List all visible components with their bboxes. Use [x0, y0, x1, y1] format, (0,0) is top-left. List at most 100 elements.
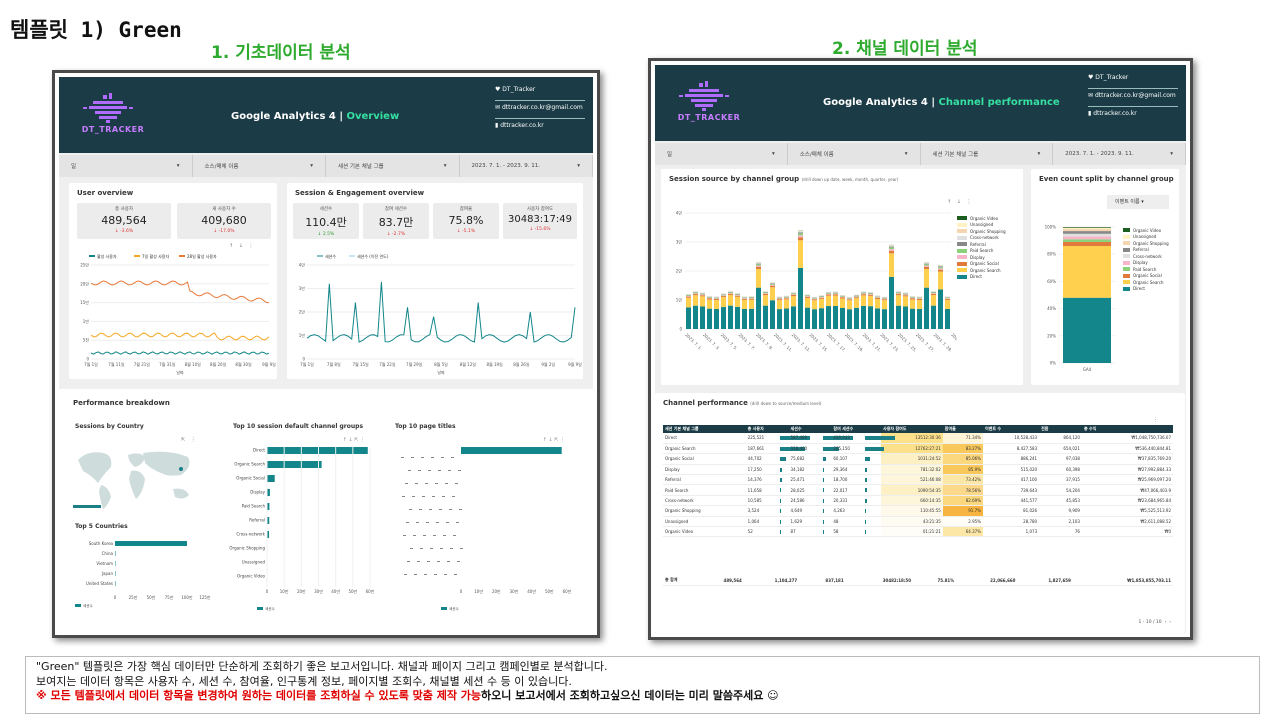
- y-tick: 5천: [83, 337, 90, 343]
- stack-segment: [840, 298, 845, 308]
- legend-swatch: [957, 261, 967, 266]
- table-cell: 12762:27:21: [881, 443, 943, 455]
- column-header[interactable]: 참여율: [942, 425, 983, 433]
- table-row[interactable]: Organic Shopping 3,524 4,649 4,263 110:45:55…: [663, 505, 1173, 517]
- table-row[interactable]: Direct 225,521 587,409 419,043 13512:30:36 71…: [663, 433, 1173, 444]
- kpi-new-users: 새 사용자 수 409,680 ↓ -17.0%: [177, 203, 271, 239]
- table-cell: Direct: [663, 433, 746, 444]
- table-row[interactable]: Referral 14,376 25,471 18,700 521:46:08 73.42…: [663, 474, 1173, 486]
- stack-segment: [749, 299, 754, 309]
- table-row[interactable]: Organic Video 52 87 58 01:21:21 64.37% 1,073 76…: [663, 526, 1173, 538]
- column-header[interactable]: 총 사용자: [745, 425, 789, 433]
- column-header[interactable]: 전환: [1039, 425, 1082, 433]
- stack-segment: [924, 265, 929, 267]
- event-name-dropdown[interactable]: 이벤트 이름 ▾: [1107, 195, 1169, 209]
- stack-segment: [728, 293, 733, 294]
- stack-segment: [868, 293, 873, 295]
- blurred-label: [408, 470, 411, 471]
- table-cell: 54,204: [1039, 484, 1082, 496]
- date-range-picker[interactable]: 2023. 7. 1. - 2023. 9. 11. ▾: [1053, 143, 1186, 165]
- stack-segment: [749, 308, 754, 329]
- kpi-sessions: 세션수 110.4만 ↓ 2.5%: [293, 203, 359, 239]
- channel-bar: [267, 461, 322, 468]
- x-tick: 50만: [348, 588, 357, 594]
- x-tick: 40만: [331, 588, 340, 594]
- filter-channel[interactable]: 세션 기본 채널 그룹 ▾: [921, 143, 1054, 165]
- filter-channel[interactable]: 세션 기본 채널 그룹 ▾: [326, 155, 460, 177]
- stack-segment: [945, 298, 950, 300]
- table-cell: ₩27,992,884.33: [1081, 464, 1173, 476]
- total-cell: ₩1,853,855,703.11: [1072, 575, 1173, 587]
- legend-item: Referral: [1123, 247, 1169, 254]
- table-cell: 8,427,583: [982, 443, 1040, 455]
- table-cell: 43:21:35: [881, 516, 943, 528]
- stack-segment: [728, 305, 733, 329]
- table-row[interactable]: Organic Search 187,661 318,400 265,150 12762…: [663, 443, 1173, 455]
- inline-bar: [865, 509, 867, 514]
- inline-bar: [822, 530, 824, 535]
- stack-segment: [784, 308, 789, 329]
- stack-segment: [910, 297, 915, 298]
- chart-toolbar[interactable]: ↑ ↓ ⋮: [229, 243, 256, 249]
- legend-label: 세션수: [449, 606, 459, 611]
- dropdown-icon: ▾: [1141, 199, 1144, 205]
- map-toolbar[interactable]: ⇱ ⋮: [181, 437, 198, 443]
- stack-segment: [700, 293, 705, 295]
- x-tick: 0: [114, 595, 117, 600]
- legend-swatch: [1123, 267, 1130, 272]
- y-tick: 25만: [80, 262, 89, 268]
- chart-toolbar[interactable]: ↑ ↓ ⋮: [947, 199, 974, 205]
- stack-segment: [945, 299, 950, 309]
- stack-segment: [854, 297, 859, 299]
- table-row[interactable]: Cross-network 10,585 24,586 20,331 660:14:35…: [663, 495, 1173, 507]
- inline-bar: [865, 467, 868, 472]
- column-header[interactable]: 세션 기본 채널 그룹: [663, 425, 746, 433]
- table-cell: 587,409: [788, 433, 853, 444]
- card-title: Session & Engagement overview: [295, 189, 425, 197]
- channel-groups-chart: ↑ ↓ ⇱ ⋮ Direct Organic Search Organic Socia…: [229, 437, 374, 611]
- table-pager[interactable]: 1 - 10 / 10 ‹ ›: [1138, 620, 1171, 625]
- column-header[interactable]: 이벤트 수: [982, 425, 1040, 433]
- stack-segment: [805, 297, 810, 308]
- y-tick: 15만: [80, 299, 89, 305]
- date-range-picker[interactable]: 2023. 7. 1. - 2023. 9. 11. ▾: [460, 155, 593, 177]
- table-row[interactable]: Display 17,250 34,182 29,364 781:32:02 85.9% 5…: [663, 464, 1173, 476]
- y-tick: 40%: [1047, 306, 1056, 311]
- column-header[interactable]: 참여 세션수: [831, 425, 882, 433]
- stack-segment: [714, 298, 719, 300]
- blurred-label: [406, 522, 409, 523]
- blurred-label: [433, 535, 436, 536]
- blurred-label: [423, 535, 426, 536]
- world-map: [73, 451, 190, 509]
- x-tick: 8월 30일: [235, 361, 252, 367]
- table-row[interactable]: Organic Social 44,702 75,682 60,107 1031:24:…: [663, 453, 1173, 465]
- filter-day[interactable]: 일 ▾: [59, 155, 193, 177]
- stack-segment: [868, 294, 873, 296]
- stack-segment: [875, 297, 880, 299]
- blurred-label: [424, 574, 427, 575]
- column-header[interactable]: 세션수: [788, 425, 832, 433]
- table-cell: 10,528,433: [982, 433, 1040, 444]
- table-cell: Display: [663, 464, 746, 476]
- stack-segment: [889, 249, 894, 251]
- filter-day[interactable]: 일 ▾: [655, 143, 788, 165]
- blurred-label: [460, 548, 463, 549]
- column-header[interactable]: 사용자 참여도: [881, 425, 943, 433]
- legend-item: Display: [1123, 260, 1169, 267]
- total-cell: 837,181: [799, 575, 846, 587]
- filter-source[interactable]: 소스/매체 이름 ▾: [788, 143, 921, 165]
- stack-segment: [1063, 246, 1111, 298]
- legend-label: 활성 사용자: [97, 253, 117, 259]
- table-cell: 318,400: [788, 443, 839, 455]
- legend-swatch: [441, 607, 447, 610]
- table-row[interactable]: Unassigned 1,064 1,629 48 43:21:35 2.95% 28,78…: [663, 516, 1173, 528]
- table-toolbar[interactable]: ⋮: [1153, 417, 1160, 423]
- y-tick: 100%: [1045, 225, 1057, 230]
- card-title: Performance breakdown: [73, 399, 170, 407]
- stack-segment: [1063, 239, 1111, 242]
- column-header[interactable]: 총 수익: [1081, 425, 1173, 433]
- filter-source[interactable]: 소스/매체 이름 ▾: [193, 155, 326, 177]
- template-description: "Green" 템플릿은 가장 핵심 데이터만 단순하게 조회하기 좋은 보고서…: [25, 656, 1260, 714]
- table-row[interactable]: Paid Search 11,658 28,025 22,017 1090:54:35 7…: [663, 484, 1173, 496]
- stack-segment: [791, 293, 796, 295]
